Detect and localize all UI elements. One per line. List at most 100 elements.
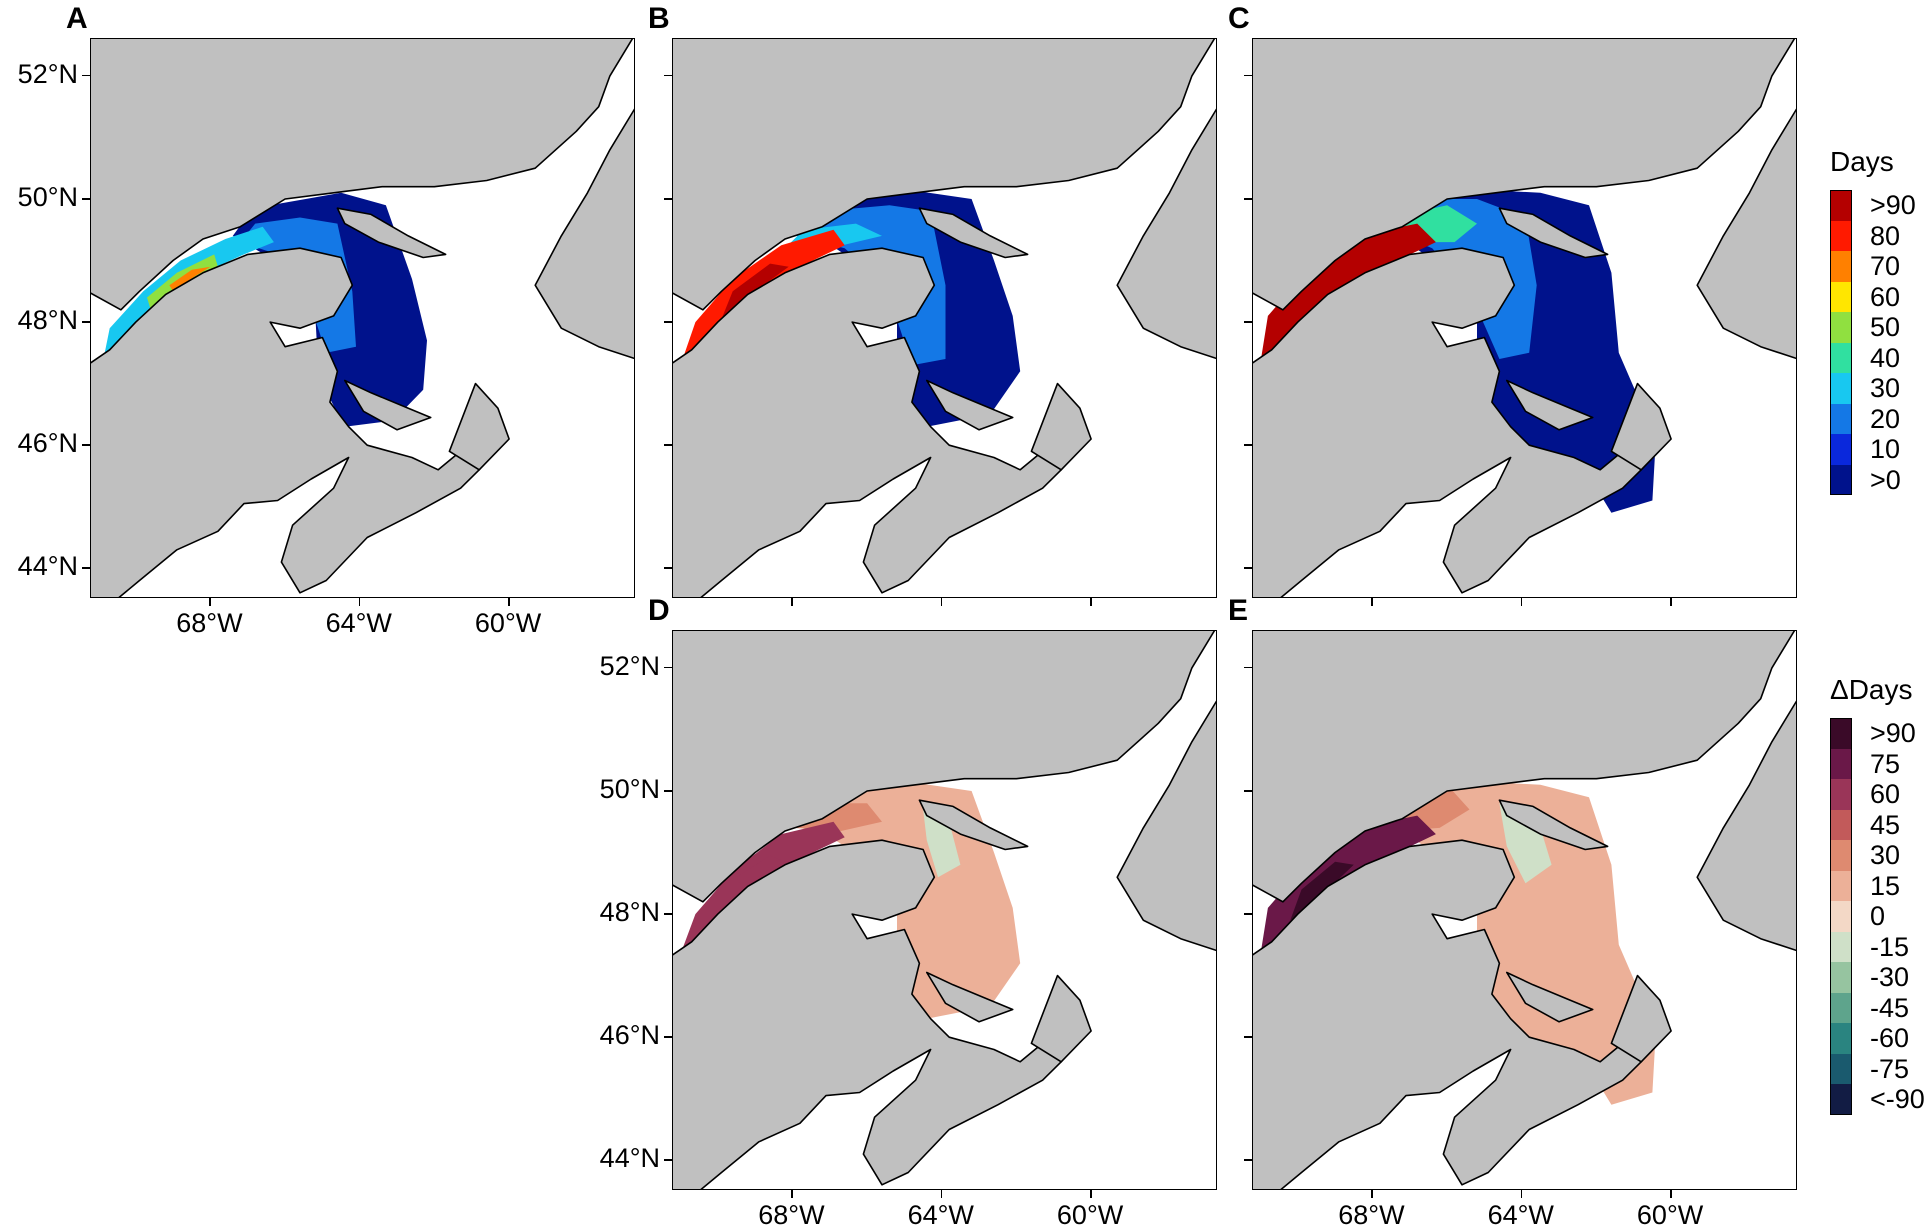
- land-pei: [926, 379, 1014, 431]
- data-region: [717, 263, 789, 329]
- legend-label: -15: [1870, 931, 1910, 962]
- lon-label: 68°W: [176, 608, 243, 638]
- lon-tick: [1520, 1190, 1523, 1198]
- land-north-shore: [1253, 631, 1796, 903]
- lon-tick: [358, 598, 361, 606]
- lon-tick: [1670, 598, 1672, 606]
- lat-tick: [1244, 666, 1252, 669]
- lat-label: 44°N: [599, 1143, 660, 1174]
- legend-label: 60: [1870, 779, 1901, 810]
- legend-swatch: [1830, 901, 1852, 932]
- lat-tick: [1244, 913, 1252, 915]
- land-north-shore: [673, 39, 1216, 311]
- lon-tick: [1371, 1190, 1373, 1198]
- lat-tick: [664, 567, 672, 569]
- legend-swatch: [1830, 931, 1852, 962]
- land-anticosti: [1498, 799, 1609, 851]
- lon-label: 68°W: [1338, 1200, 1405, 1230]
- lat-label: 52°N: [17, 58, 78, 89]
- land-newfoundland: [1116, 700, 1216, 952]
- map-canvas: [1253, 39, 1796, 597]
- legend-label: -75: [1870, 1053, 1910, 1084]
- lat-tick: [1244, 1036, 1252, 1038]
- legend-label: 70: [1870, 251, 1901, 282]
- lon-tick: [508, 598, 510, 606]
- lat-tick: [82, 567, 90, 569]
- lat-tick: [1244, 567, 1252, 569]
- lat-tick: [82, 321, 90, 323]
- map-frame: [90, 38, 635, 598]
- lat-tick: [82, 198, 90, 200]
- lon-label: 60°W: [1636, 1200, 1704, 1230]
- lon-label: 68°W: [758, 1200, 825, 1230]
- lat-tick: [1244, 1159, 1252, 1161]
- lon-tick: [1670, 1190, 1672, 1198]
- land-anticosti: [336, 207, 447, 259]
- lat-label: 46°N: [599, 1020, 660, 1051]
- legend-swatch: [1830, 962, 1852, 993]
- lat-tick: [1244, 198, 1252, 200]
- legend-swatch: [1830, 1023, 1852, 1054]
- lat-tick: [1244, 321, 1252, 323]
- legend-swatch: [1830, 840, 1852, 871]
- lat-label: 50°N: [17, 182, 78, 212]
- lat-tick: [664, 790, 672, 792]
- panel-label-b: B: [648, 2, 670, 35]
- legend-swatch: [1830, 870, 1852, 901]
- map-canvas: [91, 39, 634, 597]
- legend-swatch: [1830, 373, 1852, 404]
- lon-tick: [1371, 598, 1373, 606]
- lat-label: 48°N: [17, 305, 78, 336]
- data-region: [923, 809, 961, 878]
- legend-label: -60: [1870, 1023, 1910, 1054]
- lat-label: 44°N: [17, 551, 78, 582]
- legend-swatch: [1830, 190, 1852, 221]
- legend-label: 80: [1870, 220, 1901, 251]
- panel-label-a: A: [66, 2, 88, 35]
- legend-title: ΔDays: [1830, 674, 1913, 705]
- legend-label: 45: [1870, 809, 1901, 840]
- map-canvas: [673, 39, 1216, 597]
- map-panel-e: [1252, 630, 1797, 1190]
- land-anticosti: [918, 799, 1029, 851]
- legend-label: 0: [1870, 901, 1886, 932]
- legend-label: -45: [1870, 992, 1910, 1023]
- map-panel-c: [1252, 38, 1797, 598]
- map-panel-d: [672, 630, 1217, 1190]
- panel-label-c: C: [1228, 2, 1250, 35]
- legend-swatch: [1830, 434, 1852, 465]
- map-panel-a: [90, 38, 635, 598]
- legend-label: >90: [1870, 190, 1916, 221]
- lon-tick: [209, 598, 211, 606]
- data-region: [736, 855, 785, 890]
- legend-swatch: [1830, 312, 1852, 343]
- land-cape-breton: [1610, 382, 1672, 471]
- legend-swatch: [1830, 1084, 1852, 1115]
- legend-label: 10: [1870, 434, 1901, 465]
- lat-label: 48°N: [599, 897, 660, 928]
- land-cape-breton: [1610, 974, 1672, 1063]
- lon-label: 60°W: [474, 608, 542, 638]
- legend-swatch: [1830, 220, 1852, 251]
- legend-swatch: [1830, 1053, 1852, 1084]
- legend-label: 20: [1870, 403, 1901, 434]
- legend-swatch: [1830, 342, 1852, 373]
- lat-tick: [664, 1159, 672, 1161]
- legend-label: 30: [1870, 373, 1901, 404]
- land-pei: [344, 379, 432, 431]
- lon-tick: [791, 598, 793, 606]
- lat-tick: [664, 74, 672, 77]
- lat-tick: [1244, 790, 1252, 792]
- map-frame: [672, 38, 1217, 598]
- legend-label: <-90: [1870, 1084, 1925, 1115]
- land-cape-breton: [1030, 382, 1092, 471]
- legend-swatch: [1830, 809, 1852, 840]
- legend-label: 60: [1870, 281, 1901, 312]
- legend-title: Days: [1830, 146, 1894, 177]
- lon-label: 60°W: [1056, 1200, 1124, 1230]
- map-frame: [1252, 630, 1797, 1190]
- lat-tick: [664, 321, 672, 323]
- lat-tick: [1244, 444, 1252, 446]
- land-pei: [1506, 379, 1594, 431]
- lat-label: 50°N: [599, 774, 660, 804]
